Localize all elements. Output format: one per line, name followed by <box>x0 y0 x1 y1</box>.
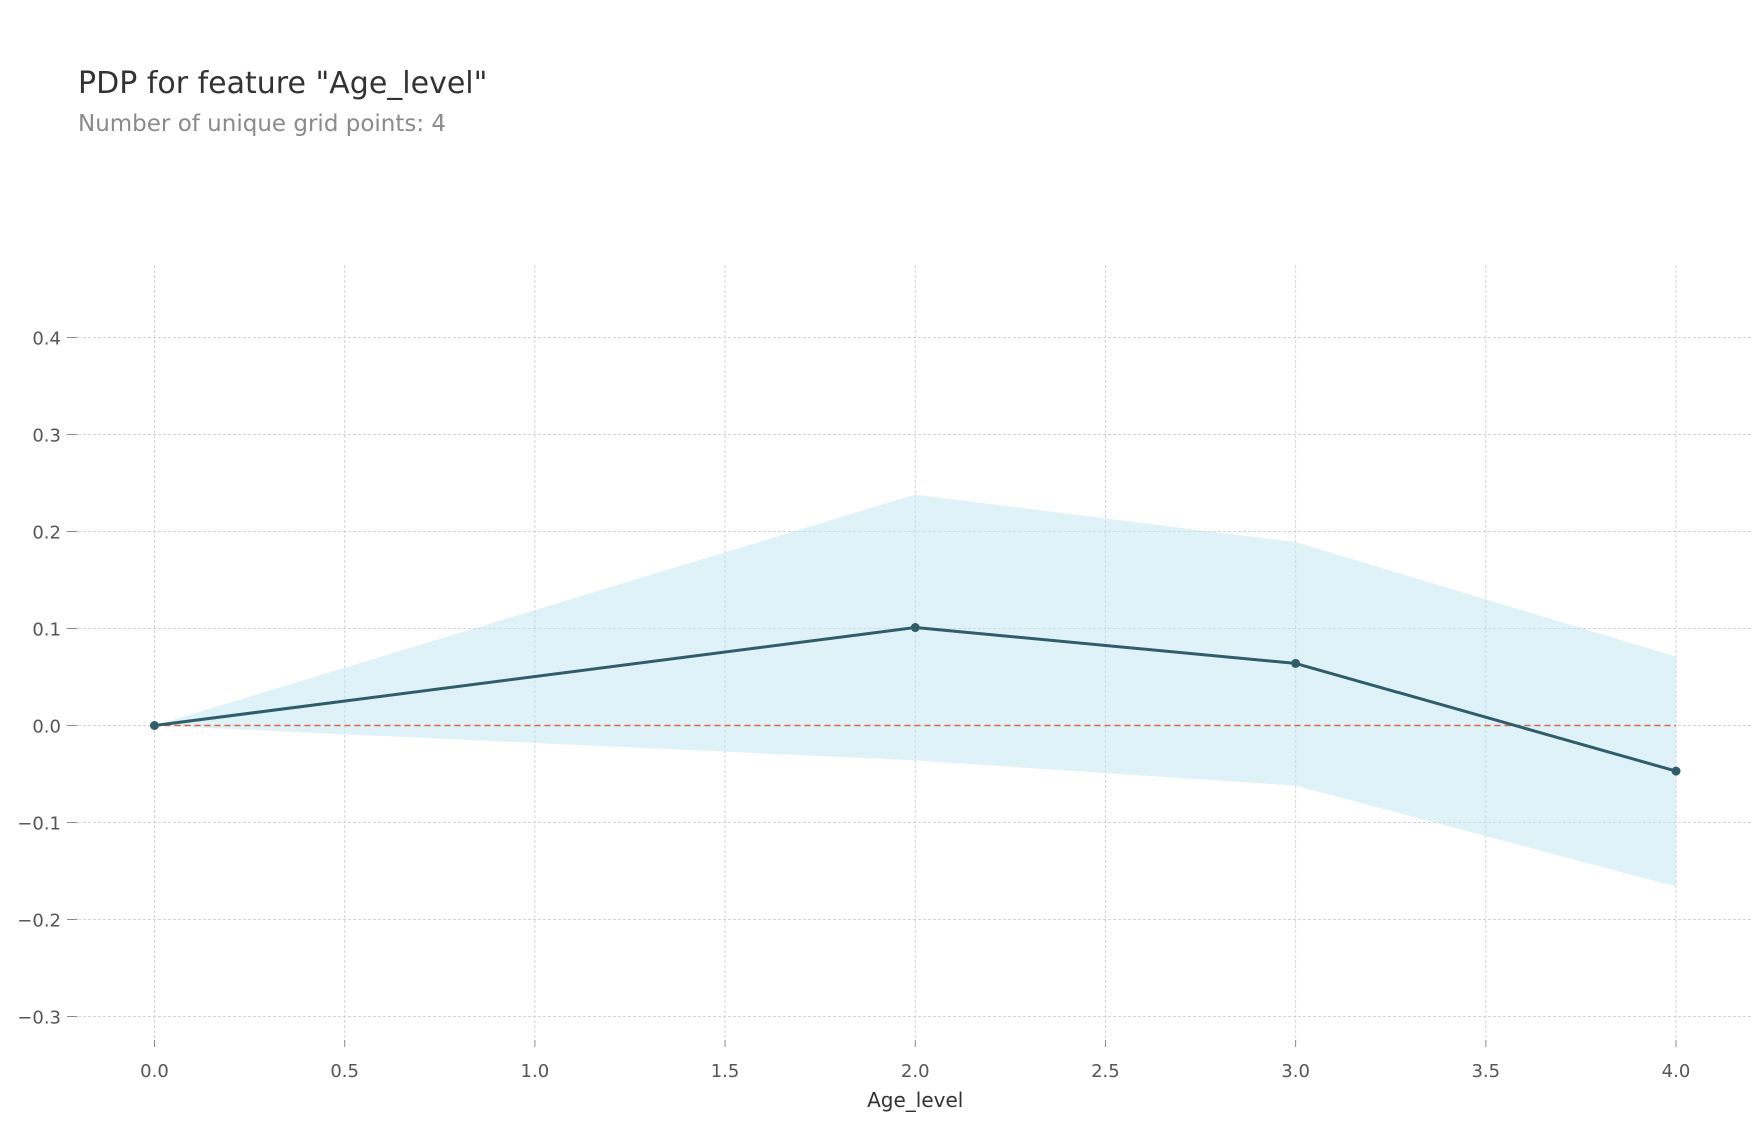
x-tick-label: 3.5 <box>1471 1061 1500 1082</box>
y-tick-label: 0.2 <box>32 523 61 544</box>
y-tick-label: −0.3 <box>17 1008 61 1029</box>
x-tick-label: 0.0 <box>140 1061 169 1082</box>
y-tick-label: −0.2 <box>17 911 61 932</box>
x-tick-label: 4.0 <box>1662 1061 1691 1082</box>
pdp-point <box>1672 767 1681 776</box>
x-axis-label: Age_level <box>867 1088 963 1112</box>
x-tick-label: 0.5 <box>330 1061 359 1082</box>
pdp-point <box>150 721 159 730</box>
y-tick-label: 0.1 <box>32 620 61 641</box>
x-tick-label: 2.0 <box>901 1061 930 1082</box>
y-tick-label: −0.1 <box>17 814 61 835</box>
pdp-point <box>1291 659 1300 668</box>
y-tick-label: 0.3 <box>32 426 61 447</box>
x-tick-label: 1.0 <box>521 1061 550 1082</box>
x-tick-label: 2.5 <box>1091 1061 1120 1082</box>
x-tick-label: 1.5 <box>711 1061 740 1082</box>
pdp-point <box>911 623 920 632</box>
x-tick-label: 3.0 <box>1281 1061 1310 1082</box>
y-tick-label: 0.0 <box>32 717 61 738</box>
y-tick-label: 0.4 <box>32 329 61 350</box>
